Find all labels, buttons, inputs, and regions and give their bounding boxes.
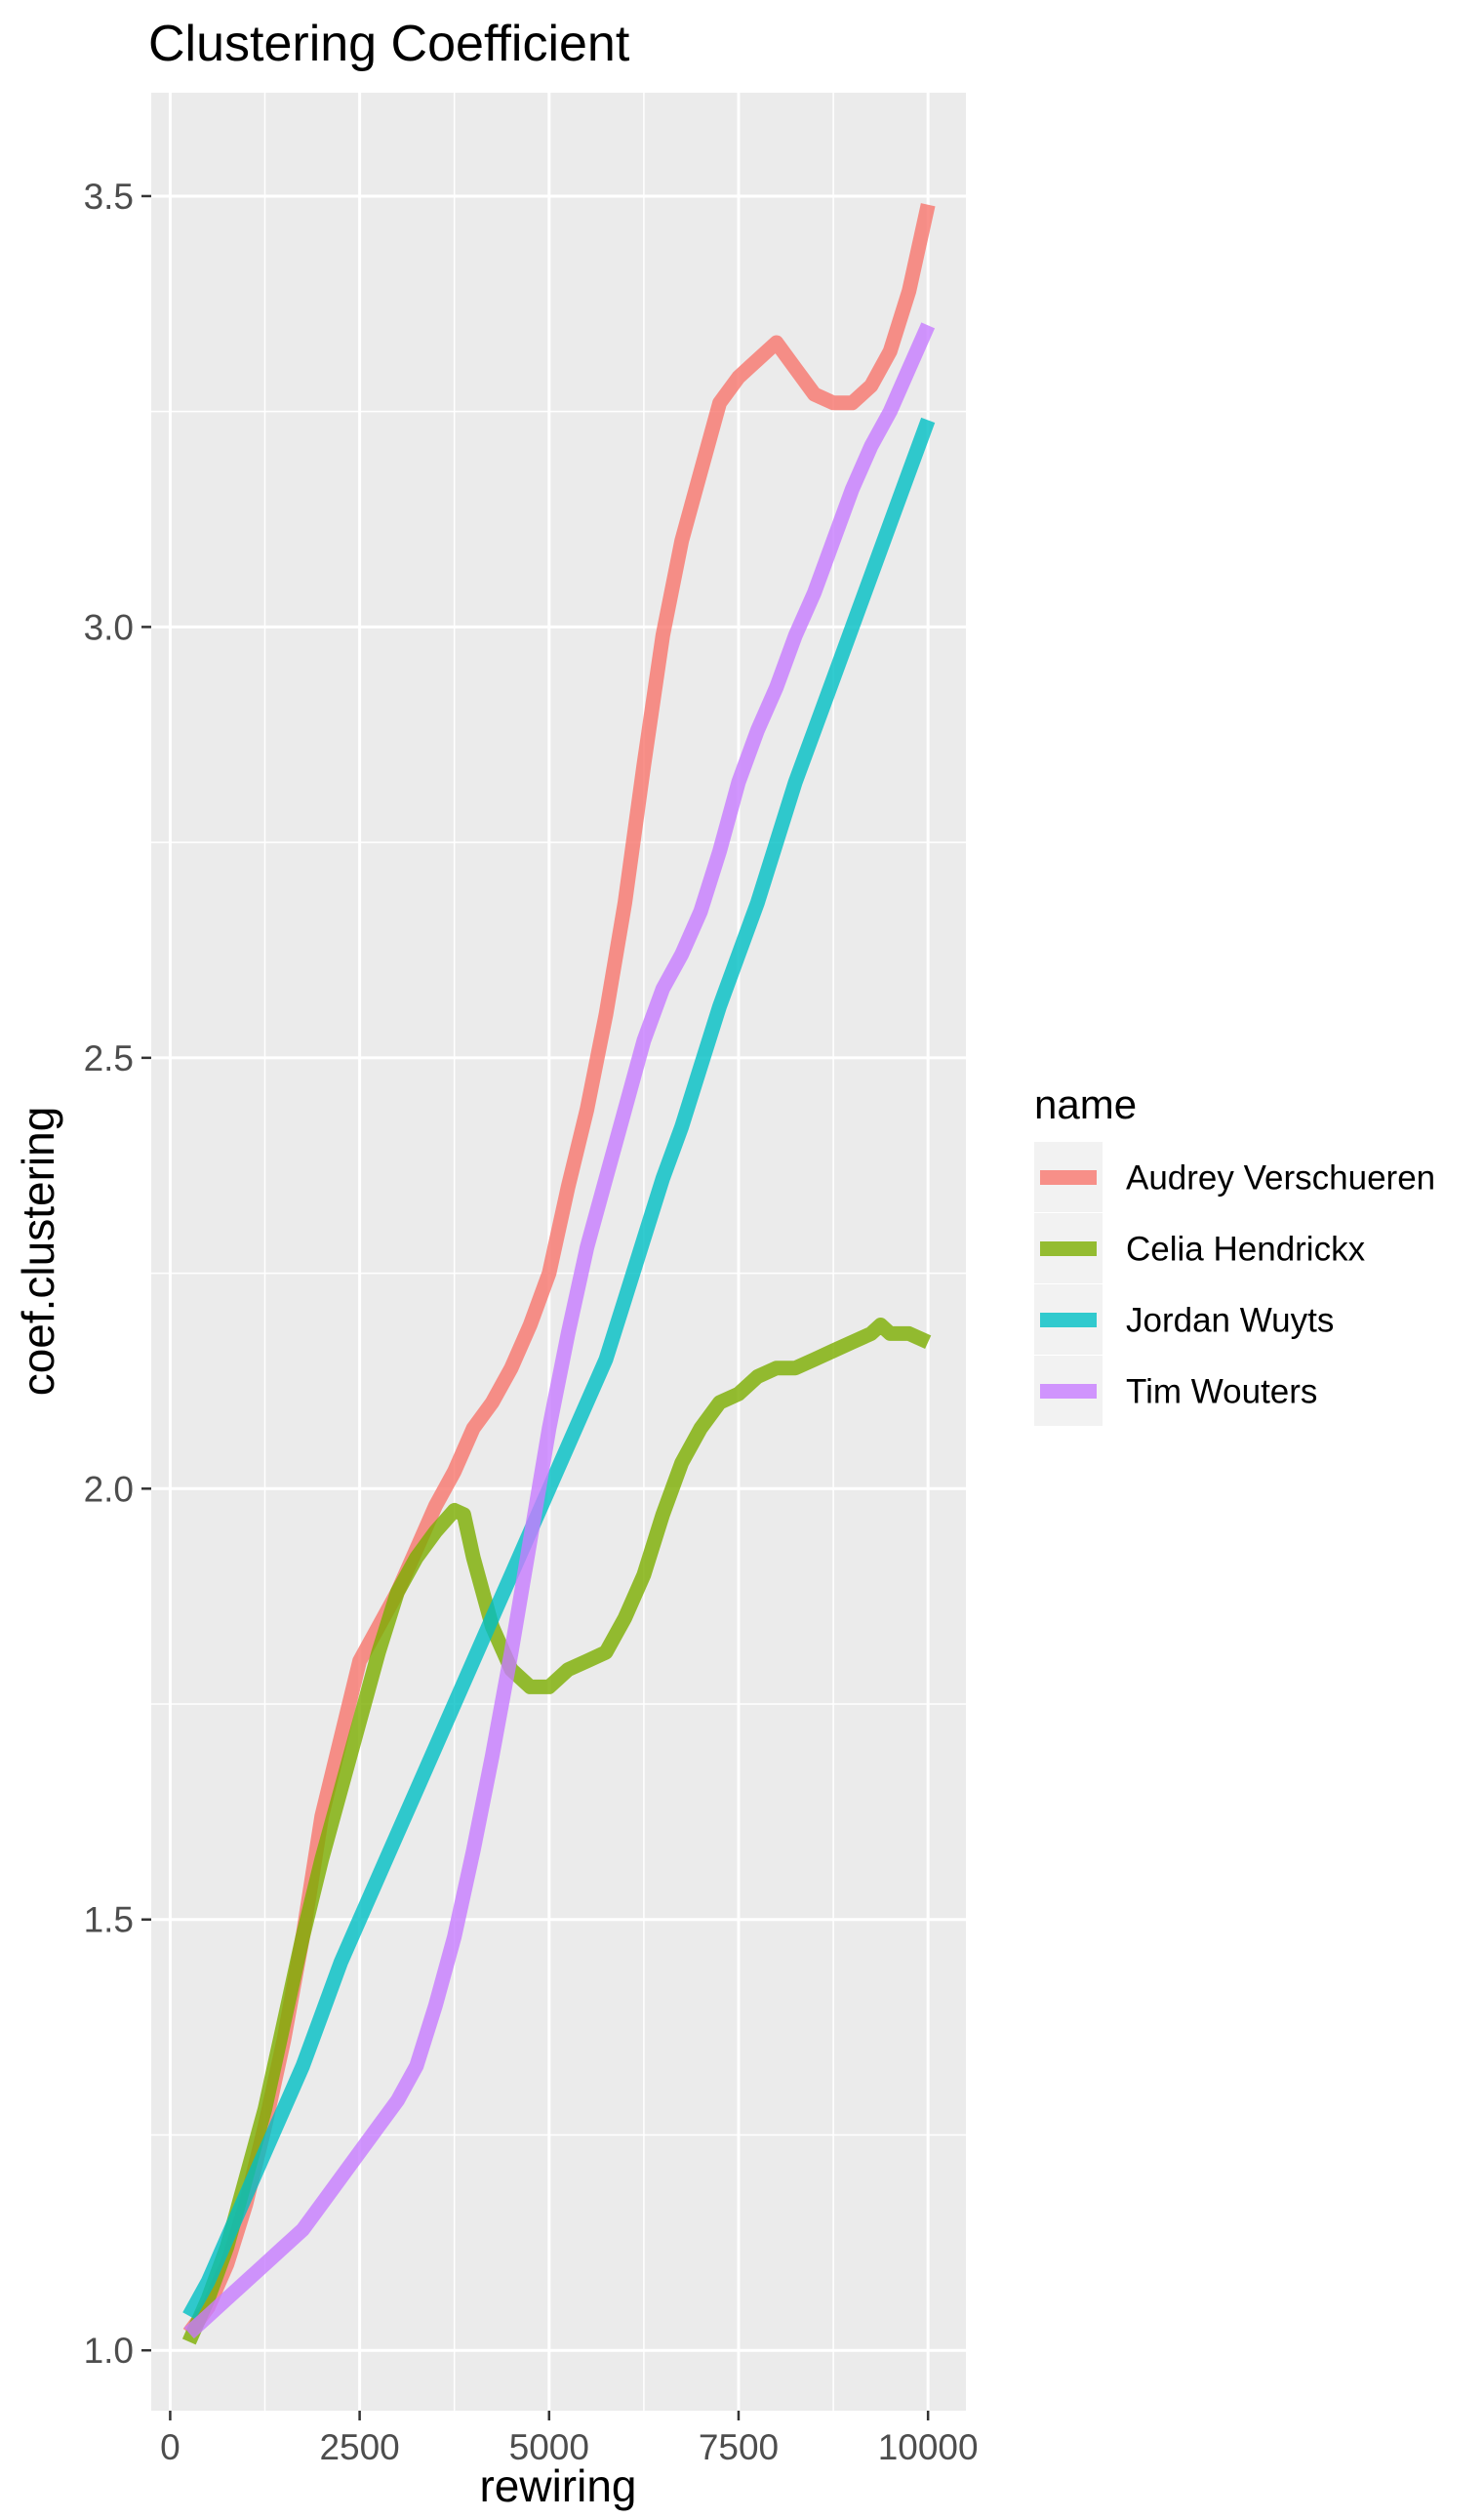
series-lines <box>181 203 936 2345</box>
x-tick-label: 7500 <box>699 2427 779 2467</box>
legend-label: Audrey Verschueren <box>1126 1159 1435 1198</box>
legend-title: name <box>1034 1081 1137 1127</box>
axis-ticks <box>141 194 930 2420</box>
y-axis-title: coef.clustering <box>13 1107 63 1397</box>
y-tick-label: 3.5 <box>84 177 134 217</box>
series-line <box>182 417 936 2320</box>
y-tick-label: 2.0 <box>84 1469 134 1509</box>
major-gridlines <box>151 93 966 2411</box>
legend: name Audrey Verschueren Celia Hendrickx Jo… <box>1034 1081 1435 1426</box>
y-tick-label: 1.0 <box>84 2331 134 2371</box>
x-tick-label: 0 <box>160 2427 180 2467</box>
chart-title: Clustering Coefficient <box>148 16 630 72</box>
legend-label: Tim Wouters <box>1126 1373 1317 1411</box>
series-line <box>181 1318 932 2345</box>
y-tick-label: 2.5 <box>84 1038 134 1078</box>
x-tick-label: 2500 <box>319 2427 399 2467</box>
series-line <box>183 322 936 2339</box>
legend-items: Audrey Verschueren Celia Hendrickx Jordan … <box>1034 1142 1435 1426</box>
x-axis-title: rewiring <box>479 2460 636 2511</box>
y-tick-label: 3.0 <box>84 607 134 647</box>
legend-label: Jordan Wuyts <box>1126 1302 1334 1340</box>
tick-labels: 0 2500 5000 7500 10000 1.0 1.5 2.0 2.5 3.0 3.5 <box>84 177 979 2467</box>
x-tick-label: 10000 <box>878 2427 979 2467</box>
legend-label: Celia Hendrickx <box>1126 1231 1366 1269</box>
x-tick-label: 5000 <box>509 2427 589 2467</box>
y-tick-label: 1.5 <box>84 1900 134 1940</box>
